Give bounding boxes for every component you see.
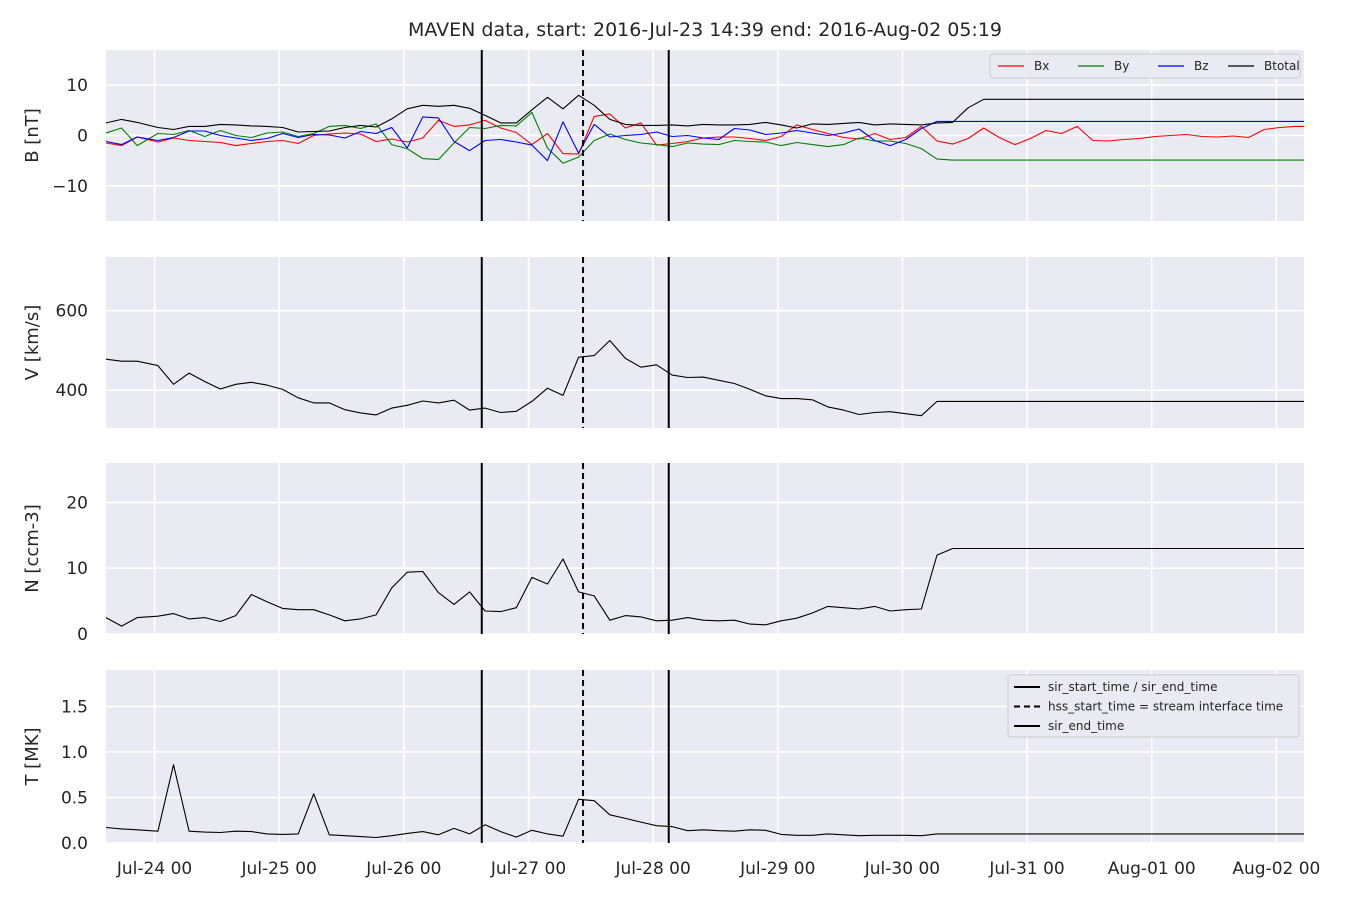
series-group: [106, 764, 1304, 839]
x-tick-label: Jul-26 00: [365, 859, 441, 879]
legend-frame: [1007, 674, 1300, 738]
series-group: [106, 339, 1304, 417]
legend-markers: sir_start_time / sir_end_time hss_start_t…: [1007, 674, 1300, 738]
y-tick-label: 10: [66, 559, 88, 579]
series-group: [106, 94, 1304, 164]
y-tick-label: −10: [52, 177, 88, 197]
series-line-bz: [106, 116, 1304, 162]
x-tick-label: Aug-01 00: [1108, 859, 1196, 879]
x-tick-label: Jul-28 00: [614, 859, 690, 879]
panels: −10 0 10 B [nT] Bx By Bz Btotal 400 600 V [km/s] 0 1…: [22, 50, 1320, 879]
y-tick-label: 10: [66, 76, 88, 96]
legend-frame: [989, 53, 1301, 79]
y-tick-label: 0: [77, 625, 88, 645]
legend-label-bx: Bx: [1034, 59, 1049, 73]
y-axis-label: B [nT]: [22, 108, 43, 163]
series-line-n: [106, 547, 1304, 627]
y-tick-label: 0.5: [61, 788, 88, 808]
x-tick-label: Jul-31 00: [988, 859, 1064, 879]
y-tick-label: 0.0: [61, 834, 88, 854]
y-tick-label: 20: [66, 493, 88, 513]
legend-b: Bx By Bz Btotal: [989, 53, 1301, 79]
y-tick-label: 400: [56, 381, 88, 401]
x-tick-label: Jul-27 00: [490, 859, 566, 879]
legend-label-bz: Bz: [1194, 59, 1209, 73]
x-tick-label: Jul-29 00: [739, 859, 815, 879]
y-tick-label: 0: [77, 127, 88, 147]
panel-2: 400 600 V [km/s]: [22, 257, 1304, 428]
x-tick-label: Aug-02 00: [1232, 859, 1320, 879]
panel-background: [106, 257, 1304, 428]
y-tick-label: 1.0: [61, 743, 88, 763]
legend-label-2: hss_start_time = stream interface time: [1048, 700, 1283, 714]
legend-label-3: sir_end_time: [1048, 719, 1124, 733]
legend-label-by: By: [1114, 59, 1129, 73]
panel-1: −10 0 10 B [nT] Bx By Bz Btotal: [22, 50, 1304, 221]
series-line-bx: [106, 113, 1304, 155]
y-tick-label: 1.5: [61, 697, 88, 717]
y-axis-label: N [ccm-3]: [22, 504, 43, 593]
legend-label-btotal: Btotal: [1264, 59, 1300, 73]
figure-title: MAVEN data, start: 2016-Jul-23 14:39 end…: [408, 19, 1002, 41]
legend-label-1: sir_start_time / sir_end_time: [1048, 680, 1218, 694]
series-group: [106, 547, 1304, 627]
series-line-by: [106, 111, 1304, 164]
series-line-v: [106, 339, 1304, 417]
y-tick-label: 600: [56, 302, 88, 322]
x-tick-label: Jul-25 00: [241, 859, 317, 879]
x-tick-label: Jul-24 00: [116, 859, 192, 879]
y-axis-label: V [km/s]: [22, 305, 43, 380]
series-line-btotal: [106, 94, 1304, 133]
series-line-t: [106, 764, 1304, 839]
panel-3: 0 10 20 N [ccm-3]: [22, 463, 1304, 645]
y-axis-label: T [MK]: [22, 727, 43, 786]
panel-4: 0.0 0.5 1.0 1.5 T [MK] sir_start_time / sir_e…: [22, 670, 1320, 879]
x-tick-label: Jul-30 00: [864, 859, 940, 879]
